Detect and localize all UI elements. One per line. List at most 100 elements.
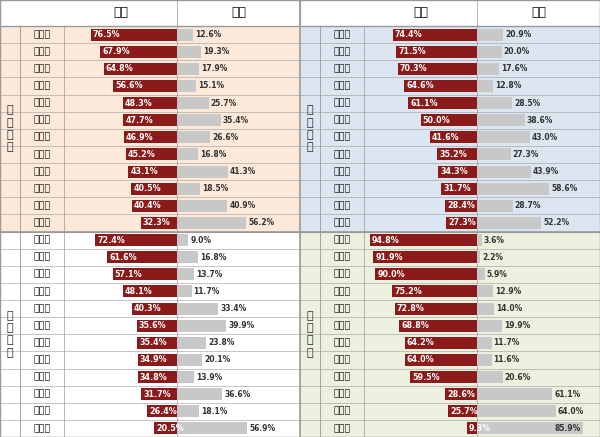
Text: 賴清德: 賴清德 bbox=[334, 116, 350, 125]
Text: 中
立
民
眾: 中 立 民 眾 bbox=[7, 311, 13, 358]
Text: 朱立倫: 朱立倫 bbox=[34, 167, 50, 176]
Text: 41.6%: 41.6% bbox=[432, 133, 460, 142]
Bar bbox=[177, 388, 222, 400]
Bar bbox=[477, 114, 524, 126]
Bar bbox=[177, 28, 193, 41]
Text: 58.6%: 58.6% bbox=[551, 184, 577, 193]
Bar bbox=[113, 268, 177, 280]
Text: 蔡英文: 蔡英文 bbox=[34, 270, 50, 279]
Text: 57.1%: 57.1% bbox=[115, 270, 142, 279]
Bar bbox=[300, 232, 600, 437]
Text: 48.3%: 48.3% bbox=[125, 99, 152, 108]
Bar bbox=[477, 183, 549, 194]
Text: 蘇嘉全: 蘇嘉全 bbox=[34, 133, 50, 142]
Text: 52.2%: 52.2% bbox=[544, 218, 569, 227]
Bar bbox=[177, 320, 226, 332]
Text: 張善政: 張善政 bbox=[334, 373, 350, 382]
Text: 林佳龍: 林佳龍 bbox=[334, 304, 350, 313]
Text: 洪秀柱: 洪秀柱 bbox=[334, 407, 350, 416]
Bar bbox=[477, 337, 491, 349]
Bar bbox=[177, 97, 209, 109]
Bar bbox=[396, 46, 477, 58]
Text: 朱立倫: 朱立倫 bbox=[334, 390, 350, 399]
Bar bbox=[477, 251, 480, 263]
Text: 40.4%: 40.4% bbox=[134, 201, 161, 210]
Bar bbox=[177, 406, 199, 417]
Text: 32.3%: 32.3% bbox=[143, 218, 170, 227]
Text: 12.6%: 12.6% bbox=[195, 30, 221, 39]
Bar bbox=[445, 388, 477, 400]
Text: 61.6%: 61.6% bbox=[109, 253, 137, 262]
Text: 34.8%: 34.8% bbox=[140, 373, 167, 382]
Text: 16.8%: 16.8% bbox=[200, 150, 226, 159]
Text: 林　全: 林 全 bbox=[334, 150, 350, 159]
Bar bbox=[124, 132, 177, 143]
Bar bbox=[445, 200, 477, 212]
Text: 整
體
民
眾: 整 體 民 眾 bbox=[7, 105, 13, 153]
Bar bbox=[100, 46, 177, 58]
Text: 林　全: 林 全 bbox=[34, 150, 50, 159]
Text: 46.9%: 46.9% bbox=[126, 133, 154, 142]
Text: 18.1%: 18.1% bbox=[202, 407, 228, 416]
Text: 25.7%: 25.7% bbox=[450, 407, 478, 416]
Bar bbox=[177, 149, 198, 160]
Text: 蘇嘉全: 蘇嘉全 bbox=[334, 287, 350, 296]
Text: 林　全: 林 全 bbox=[34, 373, 50, 382]
Text: 56.2%: 56.2% bbox=[248, 218, 274, 227]
Text: 90.0%: 90.0% bbox=[377, 270, 405, 279]
Text: 20.9%: 20.9% bbox=[505, 30, 531, 39]
Text: 賴清德: 賴清德 bbox=[34, 47, 50, 56]
Text: 19.9%: 19.9% bbox=[504, 321, 530, 330]
Text: 好感: 好感 bbox=[113, 7, 128, 20]
Text: 張善政: 張善政 bbox=[34, 81, 50, 90]
Text: 林佳龍: 林佳龍 bbox=[34, 338, 50, 347]
Text: 蘇嘉全: 蘇嘉全 bbox=[34, 355, 50, 364]
Text: 泛
藍
民
眾: 泛 藍 民 眾 bbox=[307, 105, 313, 153]
Text: 75.2%: 75.2% bbox=[394, 287, 422, 296]
Bar bbox=[477, 46, 502, 58]
Text: 賴清德: 賴清德 bbox=[34, 253, 50, 262]
Text: 19.3%: 19.3% bbox=[203, 47, 229, 56]
Text: 64.0%: 64.0% bbox=[407, 355, 434, 364]
Text: 張善政: 張善政 bbox=[334, 81, 350, 90]
Text: 34.3%: 34.3% bbox=[440, 167, 468, 176]
Text: 39.9%: 39.9% bbox=[228, 321, 254, 330]
Bar bbox=[477, 302, 494, 315]
Text: 41.3%: 41.3% bbox=[230, 167, 256, 176]
Bar bbox=[477, 97, 512, 109]
Text: 3.6%: 3.6% bbox=[484, 236, 505, 245]
Text: 76.5%: 76.5% bbox=[92, 30, 120, 39]
Text: 蔡英文: 蔡英文 bbox=[34, 64, 50, 73]
Bar bbox=[177, 371, 194, 383]
Bar bbox=[446, 217, 477, 229]
Bar bbox=[137, 320, 177, 332]
Text: 64.2%: 64.2% bbox=[407, 338, 434, 347]
Bar bbox=[131, 183, 177, 194]
Bar bbox=[177, 268, 194, 280]
Bar bbox=[477, 149, 511, 160]
Bar bbox=[104, 63, 177, 75]
Text: 15.1%: 15.1% bbox=[198, 81, 224, 90]
Bar bbox=[477, 80, 493, 92]
Text: 43.9%: 43.9% bbox=[533, 167, 559, 176]
Bar bbox=[128, 166, 177, 177]
Text: 柯文哲: 柯文哲 bbox=[34, 116, 50, 125]
Text: 2.2%: 2.2% bbox=[482, 253, 503, 262]
Bar bbox=[177, 63, 199, 75]
Text: 鄭文燦: 鄭文燦 bbox=[34, 184, 50, 193]
Text: 馬英九: 馬英九 bbox=[334, 30, 350, 39]
Bar bbox=[177, 132, 210, 143]
Text: 13.7%: 13.7% bbox=[196, 270, 223, 279]
Text: 朱立倫: 朱立倫 bbox=[34, 321, 50, 330]
Bar bbox=[177, 302, 218, 315]
Bar bbox=[477, 200, 512, 212]
Text: 蔡英文: 蔡英文 bbox=[334, 253, 350, 262]
Text: 27.3%: 27.3% bbox=[448, 218, 476, 227]
Bar bbox=[138, 354, 177, 366]
Text: 陳　菊: 陳 菊 bbox=[334, 236, 350, 245]
Text: 11.7%: 11.7% bbox=[194, 287, 220, 296]
Bar bbox=[113, 80, 177, 92]
Bar bbox=[421, 114, 477, 126]
Text: 蘇嘉全: 蘇嘉全 bbox=[334, 218, 350, 227]
Text: 蔡英文: 蔡英文 bbox=[334, 133, 350, 142]
